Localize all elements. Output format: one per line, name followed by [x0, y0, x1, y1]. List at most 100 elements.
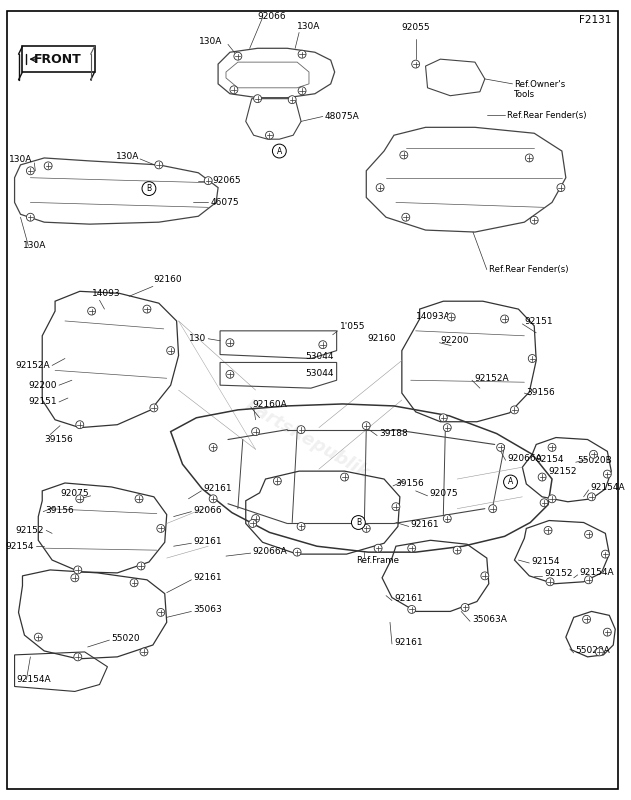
Circle shape [76, 421, 84, 429]
Circle shape [603, 628, 611, 636]
Text: 53044: 53044 [305, 353, 334, 362]
Circle shape [392, 502, 400, 510]
Text: A: A [277, 146, 282, 155]
Text: 92151: 92151 [28, 398, 57, 406]
Circle shape [76, 495, 84, 502]
Circle shape [209, 495, 217, 502]
Text: 35063A: 35063A [472, 615, 507, 624]
Text: B: B [146, 184, 151, 193]
Text: 92066A: 92066A [507, 454, 542, 462]
Circle shape [362, 422, 370, 430]
Text: 92160: 92160 [154, 275, 182, 285]
Text: 130A: 130A [9, 155, 32, 165]
Circle shape [439, 414, 447, 422]
Circle shape [408, 606, 416, 614]
Text: 92161: 92161 [193, 537, 222, 546]
Circle shape [293, 548, 301, 556]
Text: 92200: 92200 [28, 381, 57, 390]
Circle shape [444, 514, 451, 522]
Text: 39188: 39188 [379, 429, 408, 438]
Circle shape [504, 475, 517, 489]
Text: 92160A: 92160A [252, 401, 287, 410]
Circle shape [234, 52, 242, 60]
Text: F2131: F2131 [579, 14, 611, 25]
Text: Ref.Frame: Ref.Frame [357, 556, 399, 565]
Text: 92154A: 92154A [580, 568, 615, 578]
Text: 14093A: 14093A [416, 312, 451, 321]
Text: 92161: 92161 [193, 574, 222, 582]
Circle shape [298, 87, 306, 94]
Text: 130A: 130A [297, 22, 321, 31]
Circle shape [589, 450, 598, 458]
Text: 48075A: 48075A [325, 112, 360, 121]
Circle shape [273, 477, 281, 485]
Text: 92152: 92152 [548, 466, 577, 476]
Circle shape [297, 522, 305, 530]
Circle shape [252, 428, 259, 435]
Circle shape [489, 505, 497, 513]
Text: 39156: 39156 [44, 434, 73, 443]
Text: 130: 130 [189, 334, 206, 343]
Circle shape [88, 307, 95, 315]
Circle shape [74, 653, 82, 661]
Text: PartsRepublik: PartsRepublik [242, 397, 372, 482]
Circle shape [157, 525, 165, 532]
Circle shape [44, 162, 52, 170]
Circle shape [584, 576, 593, 584]
Circle shape [254, 94, 262, 102]
Circle shape [603, 470, 611, 478]
Circle shape [408, 544, 416, 552]
Text: 92055: 92055 [401, 23, 430, 33]
Circle shape [461, 603, 469, 611]
Circle shape [411, 60, 420, 68]
Circle shape [374, 544, 382, 552]
Circle shape [584, 530, 593, 538]
Text: Ref.Owner's
Tools: Ref.Owner's Tools [514, 80, 566, 99]
Circle shape [546, 578, 554, 586]
Text: 92075: 92075 [430, 490, 458, 498]
Circle shape [288, 96, 296, 104]
Text: 55020B: 55020B [578, 456, 613, 465]
Circle shape [548, 495, 556, 502]
Text: 92152A: 92152A [474, 374, 509, 382]
Circle shape [252, 514, 259, 522]
Circle shape [402, 214, 410, 221]
Text: 92152A: 92152A [16, 361, 50, 370]
Text: Ref.Rear Fender(s): Ref.Rear Fender(s) [507, 111, 586, 120]
Circle shape [27, 167, 34, 174]
Text: 92066A: 92066A [252, 546, 287, 556]
Circle shape [362, 525, 370, 532]
Circle shape [298, 50, 306, 58]
Circle shape [167, 346, 175, 354]
Text: 92152: 92152 [16, 526, 44, 535]
Text: 130A: 130A [115, 153, 139, 162]
Text: 39156: 39156 [526, 387, 555, 397]
Circle shape [150, 404, 158, 412]
Text: 55020: 55020 [112, 634, 140, 642]
Text: 39156: 39156 [45, 506, 74, 515]
Circle shape [140, 648, 148, 656]
Circle shape [249, 519, 257, 527]
Circle shape [351, 515, 365, 530]
Circle shape [297, 426, 305, 434]
Circle shape [526, 154, 533, 162]
Circle shape [209, 443, 217, 451]
Circle shape [453, 546, 461, 554]
Circle shape [27, 214, 34, 221]
Circle shape [510, 406, 519, 414]
Text: 92152: 92152 [544, 570, 572, 578]
Text: 92161: 92161 [394, 638, 423, 646]
Text: 92161: 92161 [203, 485, 232, 494]
Text: 92161: 92161 [411, 520, 439, 529]
Text: A: A [508, 478, 513, 486]
Circle shape [601, 550, 610, 558]
Text: 14093: 14093 [91, 290, 121, 298]
Circle shape [71, 574, 79, 582]
Circle shape [528, 354, 536, 362]
Circle shape [376, 184, 384, 191]
Text: 92154: 92154 [531, 557, 560, 566]
Text: 92066: 92066 [193, 506, 222, 515]
Circle shape [596, 648, 603, 656]
Text: 1'055: 1'055 [339, 322, 365, 331]
Circle shape [226, 370, 234, 378]
